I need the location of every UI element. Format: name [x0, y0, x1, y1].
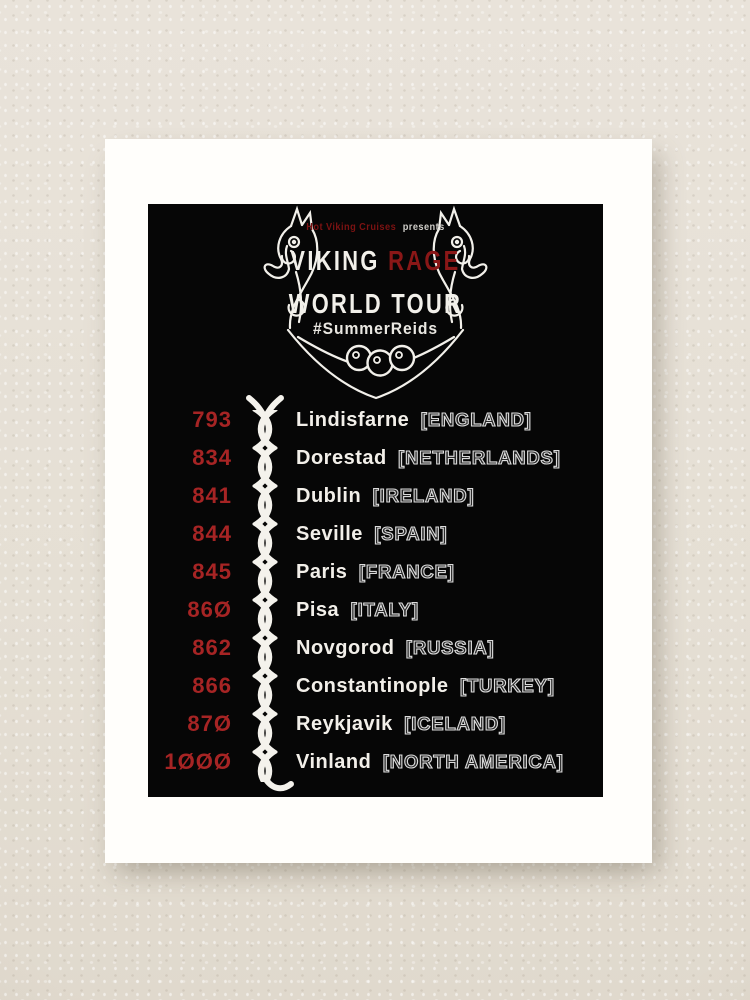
tour-city: Reykjavik — [296, 712, 393, 735]
hashtag: #SummerReids — [166, 319, 585, 339]
tour-venue: Dorestad [Netherlands] — [296, 446, 561, 470]
tour-country: [Italy] — [350, 598, 419, 620]
tour-venue: Dublin [Ireland] — [296, 484, 475, 508]
tour-row: 844 Seville [Spain] — [148, 515, 603, 553]
dragon-prow-left-icon — [263, 205, 319, 330]
round-shields-icon — [345, 344, 416, 377]
tour-row: 793 Lindisfarne [England] — [148, 401, 603, 439]
tour-city: Constantinople — [296, 674, 449, 697]
art-print-paper: Hot Viking Cruises presents VIKING RAGE … — [105, 139, 652, 863]
tour-year: 844 — [192, 521, 232, 546]
tour-venue: Seville [Spain] — [296, 522, 448, 546]
tour-year: 834 — [192, 445, 232, 470]
tour-venue: Vinland [North America] — [296, 750, 564, 774]
tour-city: Paris — [296, 560, 348, 583]
tour-country: [Turkey] — [459, 674, 555, 696]
title-line-1: VIKING RAGE — [198, 245, 553, 277]
viking-tour-poster: Hot Viking Cruises presents VIKING RAGE … — [148, 204, 603, 797]
viking-longship-icon — [263, 205, 488, 400]
tour-venue: Pisa [Italy] — [296, 598, 419, 622]
tour-city: Pisa — [296, 598, 340, 621]
tour-row: 87Ø Reykjavik [Iceland] — [148, 705, 603, 743]
presenter-name: Hot Viking Cruises — [306, 221, 397, 233]
tour-year: 87Ø — [187, 711, 232, 736]
hashtag-text: #SummerReids — [313, 319, 438, 338]
tour-venue: Reykjavik [Iceland] — [296, 712, 506, 736]
tour-city: Dorestad — [296, 446, 387, 469]
tour-venue: Novgorod [Russia] — [296, 636, 495, 660]
tour-city: Dublin — [296, 484, 362, 507]
tour-country: [England] — [420, 408, 532, 430]
tour-year: 1ØØØ — [164, 749, 232, 774]
tour-row: 841 Dublin [Ireland] — [148, 477, 603, 515]
tour-year: 841 — [192, 483, 232, 508]
tour-year: 866 — [192, 673, 232, 698]
tour-country: [Iceland] — [404, 712, 506, 734]
tour-venue: Constantinople [Turkey] — [296, 674, 555, 698]
tour-country: [Ireland] — [372, 484, 475, 506]
tour-year: 793 — [192, 407, 232, 432]
tour-row: 862 Novgorod [Russia] — [148, 629, 603, 667]
dragon-prow-right-icon — [432, 205, 488, 330]
tour-venue: Lindisfarne [England] — [296, 408, 532, 432]
tour-row: 866 Constantinople [Turkey] — [148, 667, 603, 705]
tour-row: 86Ø Pisa [Italy] — [148, 591, 603, 629]
knotwork-braid-icon — [246, 395, 294, 792]
tour-year: 845 — [192, 559, 232, 584]
tour-country: [Netherlands] — [398, 446, 561, 468]
tour-country: [France] — [358, 560, 455, 582]
tour-row: 845 Paris [France] — [148, 553, 603, 591]
tour-year: 862 — [192, 635, 232, 660]
tour-country: [Spain] — [374, 522, 448, 544]
tour-country: [Russia] — [405, 636, 495, 658]
tour-city: Seville — [296, 522, 363, 545]
tour-list: 793 Lindisfarne [England] 834 Dorestad [… — [148, 401, 603, 781]
tour-city: Lindisfarne — [296, 408, 410, 431]
tour-venue: Paris [France] — [296, 560, 455, 584]
presents-line: Hot Viking Cruises presents — [175, 221, 575, 233]
presents-word: presents — [402, 221, 445, 233]
tour-country: [North America] — [382, 750, 564, 772]
title-world-tour: WORLD TOUR — [288, 288, 463, 319]
tour-row: 1ØØØ Vinland [North America] — [148, 743, 603, 781]
title-word-viking: VIKING — [290, 245, 380, 276]
tour-row: 834 Dorestad [Netherlands] — [148, 439, 603, 477]
title-line-2: WORLD TOUR — [198, 288, 553, 320]
tour-city: Vinland — [296, 750, 372, 773]
tour-city: Novgorod — [296, 636, 395, 659]
tour-year: 86Ø — [187, 597, 232, 622]
title-word-rage: RAGE — [388, 245, 461, 276]
